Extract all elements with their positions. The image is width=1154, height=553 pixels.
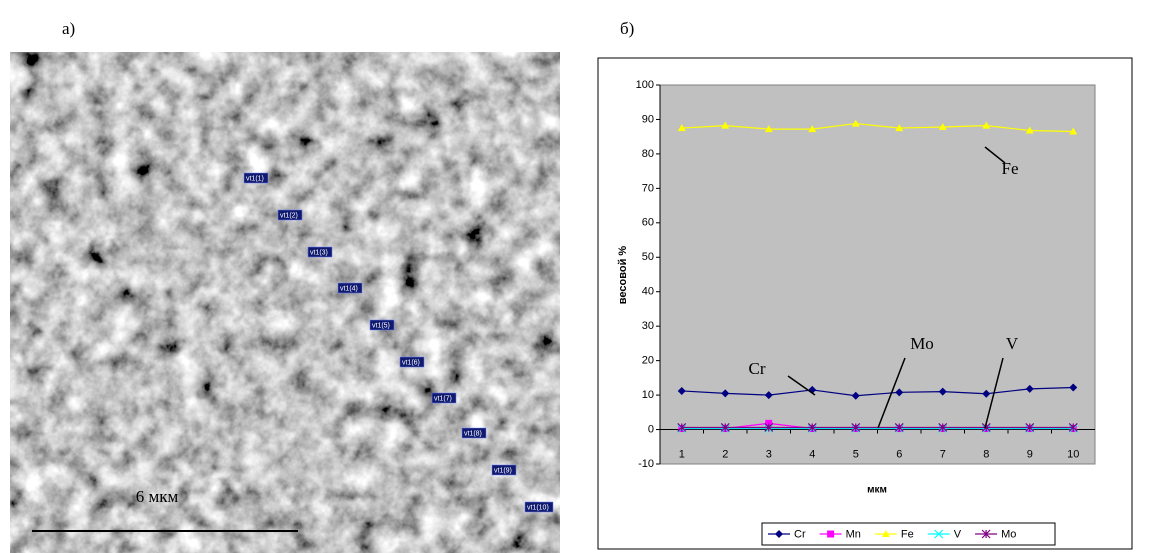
x-tick-label: 3 <box>766 448 772 460</box>
panel-label: б) <box>620 19 634 38</box>
spot-label: vt1(1) <box>246 175 264 182</box>
annotation: Fe <box>1002 159 1019 178</box>
legend-marker <box>827 531 834 538</box>
x-tick-label: 10 <box>1067 448 1079 460</box>
annotation: Cr <box>749 359 766 378</box>
y-tick-label: 30 <box>642 320 654 332</box>
scale-label: 6 мкм <box>136 487 179 506</box>
spot-label: vt1(8) <box>464 430 482 437</box>
spot-label: vt1(9) <box>494 467 512 474</box>
y-tick-label: 90 <box>642 113 654 125</box>
y-tick-label: 60 <box>642 217 654 229</box>
panel-label: а) <box>62 19 75 38</box>
y-tick-label: 20 <box>642 355 654 367</box>
x-axis-label: мкм <box>867 485 887 496</box>
sem-texture <box>10 52 560 553</box>
spot-label: vt1(5) <box>372 322 390 329</box>
y-axis-label: весовой % <box>617 246 629 305</box>
x-tick-label: 5 <box>853 448 859 460</box>
y-tick-label: 0 <box>648 423 654 435</box>
y-tick-label: 50 <box>642 251 654 263</box>
x-tick-label: 8 <box>983 448 989 460</box>
spot-label: vt1(3) <box>310 249 328 256</box>
annotation: V <box>1006 334 1019 353</box>
x-tick-label: 6 <box>896 448 902 460</box>
y-tick-label: 40 <box>642 286 654 298</box>
y-tick-label: -10 <box>638 458 654 470</box>
spot-label: vt1(2) <box>280 212 298 219</box>
spot-label: vt1(6) <box>402 359 420 366</box>
legend-label: V <box>954 528 962 540</box>
y-tick-label: 100 <box>636 79 654 91</box>
spot-label: vt1(10) <box>527 504 549 511</box>
figure: а) б) 6 мкм мкм весовой % vt1(1) vt1(2) vt… <box>0 0 1154 553</box>
x-tick-label: 2 <box>722 448 728 460</box>
legend-label: Mn <box>846 528 861 540</box>
legend-label: Mo <box>1001 528 1016 540</box>
legend-label: Cr <box>794 528 806 540</box>
spot-label: vt1(4) <box>340 285 358 292</box>
x-tick-label: 4 <box>809 448 815 460</box>
y-tick-label: 10 <box>642 389 654 401</box>
spot-label: vt1(7) <box>434 395 452 402</box>
plot-area <box>660 85 1095 464</box>
x-tick-label: 1 <box>679 448 685 460</box>
x-tick-label: 9 <box>1027 448 1033 460</box>
annotation: Mo <box>910 334 934 353</box>
legend-label: Fe <box>901 528 914 540</box>
x-tick-label: 7 <box>940 448 946 460</box>
y-tick-label: 70 <box>642 182 654 194</box>
y-tick-label: 80 <box>642 148 654 160</box>
